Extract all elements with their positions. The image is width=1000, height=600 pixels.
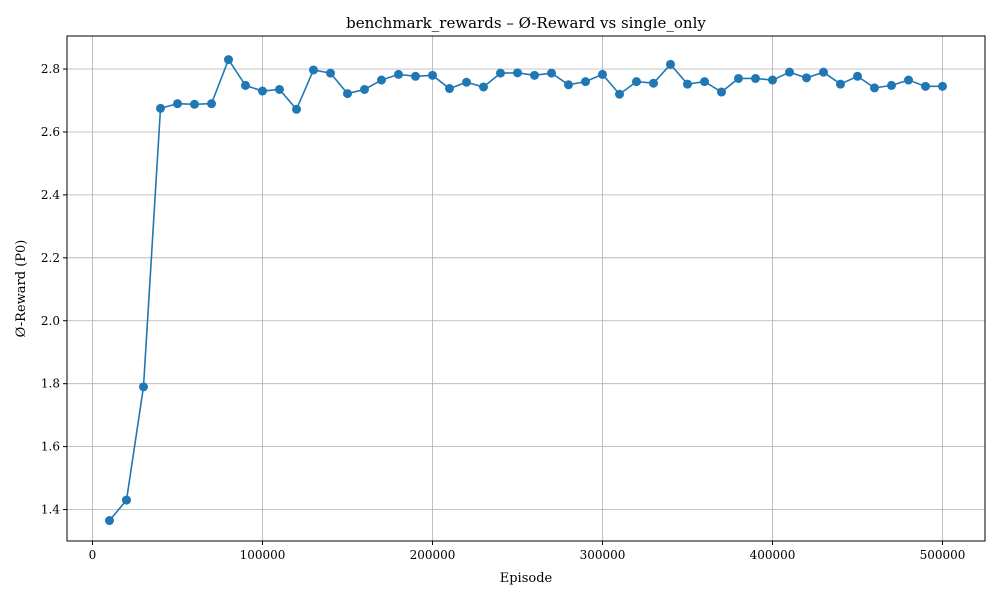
data-point xyxy=(139,382,148,392)
data-point xyxy=(904,75,913,85)
data-point xyxy=(292,104,301,114)
data-point xyxy=(122,495,131,505)
series-line xyxy=(108,57,943,522)
data-point xyxy=(802,73,811,83)
data-point xyxy=(666,59,675,69)
data-point xyxy=(564,80,573,90)
data-point xyxy=(258,86,267,96)
data-point xyxy=(819,67,828,77)
data-point xyxy=(853,71,862,81)
data-point xyxy=(649,78,658,88)
y-tick-label: 2.6 xyxy=(41,125,60,139)
x-tick-label: 500000 xyxy=(920,548,966,562)
data-point xyxy=(751,73,760,83)
data-point xyxy=(598,69,607,79)
y-tick-label: 2.8 xyxy=(41,62,60,76)
data-point xyxy=(241,80,250,90)
data-point xyxy=(360,84,369,94)
data-point xyxy=(411,71,420,81)
data-point xyxy=(938,81,947,91)
data-point xyxy=(717,87,726,97)
data-point xyxy=(309,65,318,75)
y-tick-label: 1.6 xyxy=(41,440,60,454)
data-point xyxy=(530,70,539,80)
data-point xyxy=(887,80,896,90)
x-tick-label: 400000 xyxy=(750,548,796,562)
data-point xyxy=(343,89,352,99)
y-tick-label: 2.4 xyxy=(41,188,60,202)
data-point xyxy=(377,75,386,85)
x-tick-label: 200000 xyxy=(410,548,456,562)
x-tick-label: 100000 xyxy=(240,548,286,562)
data-point xyxy=(462,77,471,87)
data-point xyxy=(496,68,505,78)
data-point xyxy=(326,68,335,78)
data-point xyxy=(581,77,590,87)
data-point xyxy=(836,79,845,89)
x-axis-label: Episode xyxy=(500,571,553,586)
data-point xyxy=(768,75,777,85)
data-point xyxy=(683,79,692,89)
data-point xyxy=(207,99,216,109)
y-tick-label: 1.4 xyxy=(41,503,60,517)
x-axis-ticks: 0 100000 200000 300000 400000 500000 xyxy=(89,541,966,562)
data-point xyxy=(479,82,488,92)
data-point xyxy=(190,99,199,109)
plot-frame xyxy=(66,35,986,542)
x-tick-label: 300000 xyxy=(580,548,626,562)
data-point xyxy=(224,55,233,65)
data-point xyxy=(700,77,709,87)
data-point xyxy=(105,516,114,526)
data-point xyxy=(547,68,556,78)
grid xyxy=(67,36,985,541)
series-line-group xyxy=(105,55,947,526)
chart-title: benchmark_rewards – Ø-Reward vs single_o… xyxy=(346,14,706,32)
data-point xyxy=(428,70,437,80)
data-point xyxy=(156,103,165,113)
y-tick-label: 1.8 xyxy=(41,377,60,391)
y-axis-label: Ø-Reward (P0) xyxy=(14,240,29,338)
data-point xyxy=(632,77,641,87)
data-point xyxy=(513,68,522,78)
y-tick-label: 2.2 xyxy=(41,251,60,265)
data-point xyxy=(394,69,403,79)
data-point xyxy=(734,73,743,83)
data-point xyxy=(870,83,879,93)
data-point xyxy=(173,99,182,109)
data-point xyxy=(615,89,624,99)
y-axis-ticks: 1.4 1.6 1.8 2.0 2.2 2.4 2.6 2.8 xyxy=(41,62,67,517)
y-tick-label: 2.0 xyxy=(41,314,60,328)
data-point xyxy=(445,84,454,94)
data-point xyxy=(785,67,794,77)
data-point xyxy=(921,81,930,91)
x-tick-label: 0 xyxy=(89,548,97,562)
data-point xyxy=(275,84,284,94)
